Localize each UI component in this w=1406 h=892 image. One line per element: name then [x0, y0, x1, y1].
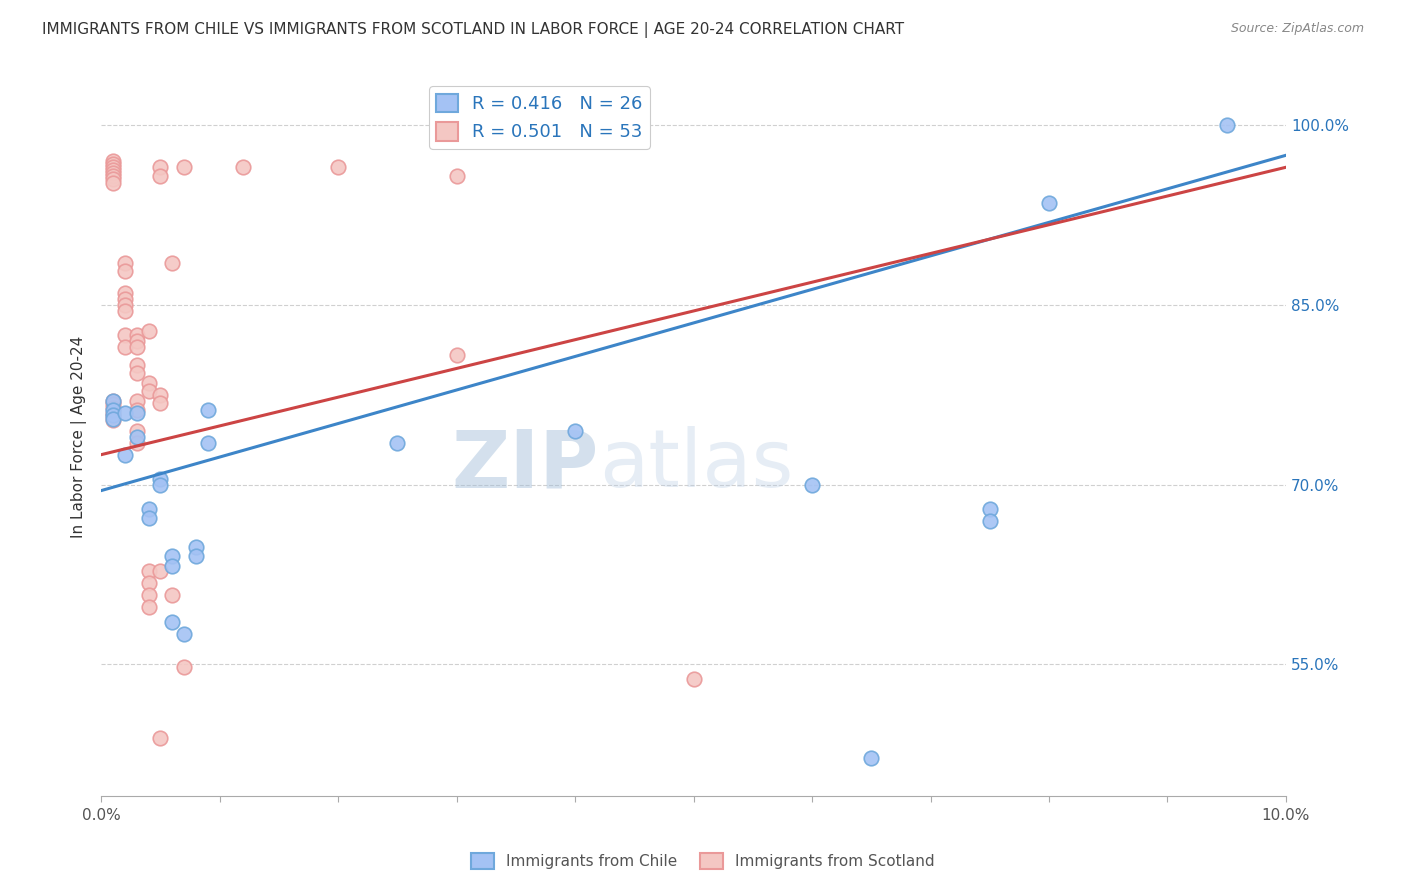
- Point: [1215, 119, 1237, 133]
- Point: [446, 348, 468, 362]
- Point: [149, 388, 172, 402]
- Point: [160, 588, 183, 602]
- Point: [326, 161, 349, 175]
- Point: [114, 327, 136, 342]
- Point: [101, 409, 124, 424]
- Point: [173, 161, 195, 175]
- Point: [173, 659, 195, 673]
- Point: [125, 358, 148, 372]
- Point: [138, 324, 160, 338]
- Point: [101, 172, 124, 186]
- Point: [101, 169, 124, 183]
- Point: [125, 366, 148, 380]
- Point: [149, 731, 172, 746]
- Point: [125, 340, 148, 354]
- Point: [149, 396, 172, 410]
- Point: [101, 411, 124, 425]
- Point: [101, 166, 124, 180]
- Point: [101, 408, 124, 422]
- Point: [149, 161, 172, 175]
- Point: [623, 119, 645, 133]
- Point: [101, 393, 124, 408]
- Point: [114, 448, 136, 462]
- Point: [101, 413, 124, 427]
- Legend: Immigrants from Chile, Immigrants from Scotland: Immigrants from Chile, Immigrants from S…: [465, 847, 941, 875]
- Point: [101, 156, 124, 170]
- Point: [184, 549, 207, 564]
- Point: [149, 169, 172, 183]
- Point: [173, 627, 195, 641]
- Point: [184, 540, 207, 554]
- Point: [125, 435, 148, 450]
- Text: IMMIGRANTS FROM CHILE VS IMMIGRANTS FROM SCOTLAND IN LABOR FORCE | AGE 20-24 COR: IMMIGRANTS FROM CHILE VS IMMIGRANTS FROM…: [42, 22, 904, 38]
- Point: [387, 435, 409, 450]
- Point: [801, 477, 824, 491]
- Legend: R = 0.416   N = 26, R = 0.501   N = 53: R = 0.416 N = 26, R = 0.501 N = 53: [429, 87, 650, 149]
- Point: [114, 292, 136, 306]
- Point: [114, 298, 136, 312]
- Point: [860, 750, 883, 764]
- Point: [114, 340, 136, 354]
- Point: [101, 397, 124, 411]
- Point: [564, 424, 586, 438]
- Point: [149, 564, 172, 578]
- Point: [160, 256, 183, 270]
- Point: [125, 393, 148, 408]
- Point: [160, 559, 183, 574]
- Point: [101, 154, 124, 169]
- Point: [114, 406, 136, 420]
- Point: [125, 424, 148, 438]
- Point: [138, 501, 160, 516]
- Point: [101, 162, 124, 177]
- Point: [1038, 196, 1060, 211]
- Point: [138, 564, 160, 578]
- Point: [125, 430, 148, 444]
- Point: [138, 575, 160, 590]
- Point: [101, 403, 124, 417]
- Text: atlas: atlas: [599, 426, 793, 505]
- Point: [138, 588, 160, 602]
- Point: [101, 176, 124, 190]
- Point: [125, 334, 148, 348]
- Point: [446, 169, 468, 183]
- Point: [125, 406, 148, 420]
- Point: [149, 477, 172, 491]
- Point: [114, 264, 136, 278]
- Point: [682, 672, 704, 686]
- Point: [101, 401, 124, 415]
- Text: ZIP: ZIP: [451, 426, 599, 505]
- Point: [979, 514, 1001, 528]
- Point: [125, 403, 148, 417]
- Point: [160, 549, 183, 564]
- Point: [160, 615, 183, 630]
- Point: [125, 327, 148, 342]
- Point: [197, 435, 219, 450]
- Point: [138, 511, 160, 525]
- Text: Source: ZipAtlas.com: Source: ZipAtlas.com: [1230, 22, 1364, 36]
- Point: [232, 161, 254, 175]
- Point: [979, 501, 1001, 516]
- Point: [114, 285, 136, 300]
- Point: [138, 384, 160, 399]
- Point: [149, 472, 172, 486]
- Point: [138, 599, 160, 614]
- Point: [101, 406, 124, 420]
- Point: [197, 403, 219, 417]
- Point: [114, 256, 136, 270]
- Point: [101, 161, 124, 175]
- Y-axis label: In Labor Force | Age 20-24: In Labor Force | Age 20-24: [72, 335, 87, 538]
- Point: [114, 304, 136, 318]
- Point: [138, 376, 160, 390]
- Point: [101, 393, 124, 408]
